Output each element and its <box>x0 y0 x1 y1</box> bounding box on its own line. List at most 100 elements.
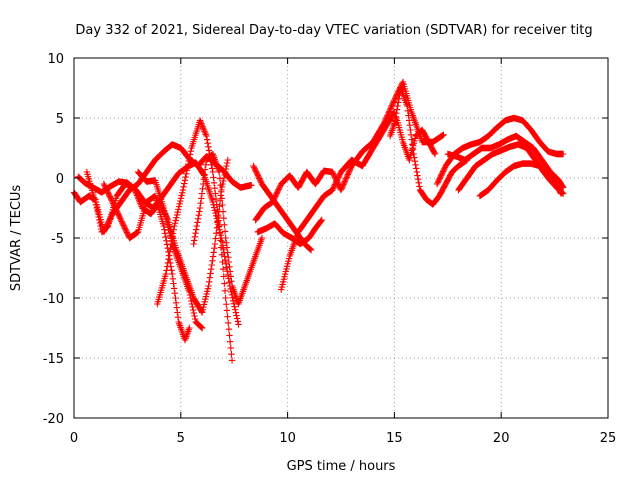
data-point <box>163 267 170 274</box>
series-sat-l <box>391 84 471 208</box>
data-point <box>225 254 232 261</box>
data-point <box>164 259 172 267</box>
data-point <box>165 256 172 263</box>
data-point <box>276 184 283 192</box>
data-point <box>102 184 110 192</box>
data-point <box>135 196 143 204</box>
data-point <box>136 198 143 205</box>
data-point <box>339 183 346 191</box>
data-point <box>234 318 242 325</box>
data-point <box>405 117 413 124</box>
data-point <box>331 181 339 188</box>
data-point <box>161 207 168 214</box>
data-point <box>330 184 337 191</box>
data-point <box>221 228 229 235</box>
data-point <box>109 200 117 207</box>
data-point <box>276 183 284 190</box>
data-point <box>209 253 217 260</box>
data-point <box>117 216 125 224</box>
data-point <box>219 208 227 215</box>
data-point <box>335 172 343 180</box>
data-point <box>273 190 280 197</box>
data-point <box>131 187 139 194</box>
data-point <box>168 238 175 245</box>
data-point <box>337 186 345 194</box>
data-point <box>214 206 221 213</box>
x-axis-tick-labels: 0 5 10 15 20 25 <box>70 431 616 446</box>
data-point <box>186 151 194 158</box>
data-point <box>198 195 205 202</box>
data-point <box>329 168 336 176</box>
data-point <box>221 287 229 294</box>
data-point <box>441 165 448 172</box>
data-point <box>107 196 115 203</box>
data-point <box>211 240 219 248</box>
x-tick-label: 25 <box>600 431 617 446</box>
data-point <box>220 273 227 280</box>
data-point <box>94 207 101 215</box>
data-point <box>336 171 343 178</box>
data-point <box>414 176 422 183</box>
data-point <box>123 227 130 235</box>
data-point <box>206 274 214 281</box>
data-point <box>163 263 171 270</box>
x-tick-label: 10 <box>279 431 296 446</box>
data-point <box>210 179 218 186</box>
data-point <box>274 187 282 195</box>
data-point <box>228 350 235 358</box>
data-point <box>163 215 170 223</box>
y-tick-label: -20 <box>43 412 64 427</box>
data-point <box>559 150 567 158</box>
data-point <box>558 189 566 196</box>
data-point <box>250 162 257 170</box>
data-point <box>202 131 209 138</box>
data-point <box>223 239 230 246</box>
data-point <box>183 170 190 178</box>
data-point <box>121 225 129 232</box>
data-point <box>433 180 441 188</box>
data-point <box>207 266 215 273</box>
data-point <box>225 326 233 333</box>
data-point <box>253 169 260 177</box>
data-point <box>186 154 193 161</box>
data-point <box>224 313 231 320</box>
data-point <box>388 103 395 111</box>
data-point <box>93 204 100 212</box>
data-point <box>274 189 281 196</box>
data-point <box>212 235 219 242</box>
data-point <box>345 169 352 177</box>
data-point <box>103 186 110 193</box>
data-point <box>252 166 259 174</box>
data-point <box>162 233 169 241</box>
data-point <box>342 175 350 182</box>
data-point <box>137 200 144 207</box>
data-point <box>200 126 208 133</box>
data-point <box>250 164 258 171</box>
data-point <box>412 161 419 168</box>
data-point <box>272 191 280 199</box>
data-point <box>111 204 119 211</box>
data-point <box>395 95 403 102</box>
data-point <box>198 121 206 129</box>
data-point <box>185 157 193 165</box>
data-point <box>106 193 114 200</box>
data-point <box>167 235 175 242</box>
series-sat-d <box>100 180 193 344</box>
data-point <box>220 215 227 222</box>
data-point <box>225 258 233 266</box>
data-point <box>226 332 233 339</box>
data-point <box>172 299 180 306</box>
series-sat-m <box>386 114 439 164</box>
data-marks <box>70 78 567 364</box>
data-point <box>137 201 145 209</box>
data-point <box>198 120 205 127</box>
data-point <box>405 112 412 119</box>
data-point <box>233 312 240 319</box>
data-point <box>559 183 566 190</box>
data-point <box>213 201 220 208</box>
data-point <box>438 171 445 178</box>
chart-title: Day 332 of 2021, Sidereal Day-to-day VTE… <box>75 23 592 38</box>
data-point <box>226 263 233 270</box>
data-point <box>223 162 230 170</box>
data-point <box>123 229 131 236</box>
